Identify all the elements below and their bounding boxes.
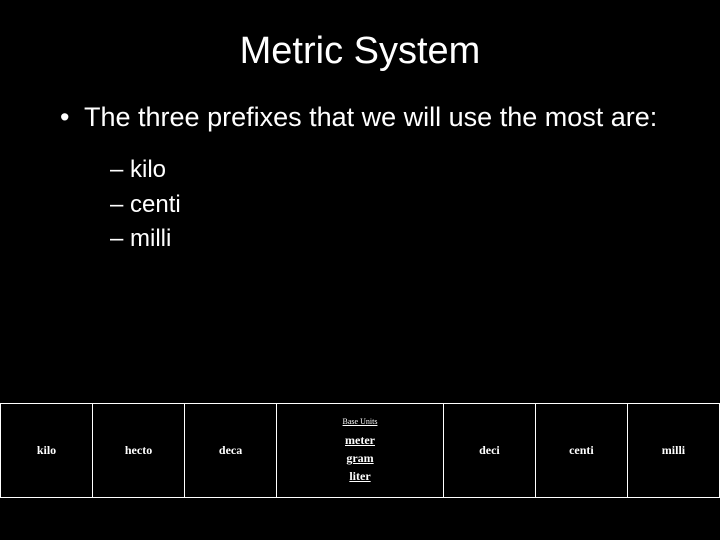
sub-item: –centi [110, 188, 670, 223]
base-unit: gram [279, 449, 441, 467]
sub-item-label: kilo [130, 156, 166, 183]
prefix-table: kilo hecto deca Base Units meter gram li… [0, 403, 720, 498]
cell-kilo: kilo [1, 404, 93, 498]
base-unit: meter [279, 431, 441, 449]
slide-title: Metric System [50, 30, 670, 73]
base-header: Base Units [279, 416, 441, 428]
main-bullet: •The three prefixes that we will use the… [60, 101, 670, 135]
table-row: kilo hecto deca Base Units meter gram li… [1, 404, 720, 498]
sub-item-label: milli [130, 225, 171, 252]
sub-list: –kilo –centi –milli [110, 153, 670, 257]
bullet-dot: • [60, 101, 84, 135]
metric-table: kilo hecto deca Base Units meter gram li… [0, 403, 720, 498]
bullet-text: The three prefixes that we will use the … [84, 102, 657, 132]
cell-centi: centi [535, 404, 627, 498]
cell-base-units: Base Units meter gram liter [277, 404, 444, 498]
dash-icon: – [110, 222, 130, 257]
cell-hecto: hecto [93, 404, 185, 498]
base-unit: liter [279, 467, 441, 485]
sub-item: –milli [110, 222, 670, 257]
cell-milli: milli [627, 404, 719, 498]
cell-deci: deci [443, 404, 535, 498]
dash-icon: – [110, 188, 130, 223]
sub-item-label: centi [130, 191, 181, 218]
dash-icon: – [110, 153, 130, 188]
sub-item: –kilo [110, 153, 670, 188]
cell-deca: deca [185, 404, 277, 498]
